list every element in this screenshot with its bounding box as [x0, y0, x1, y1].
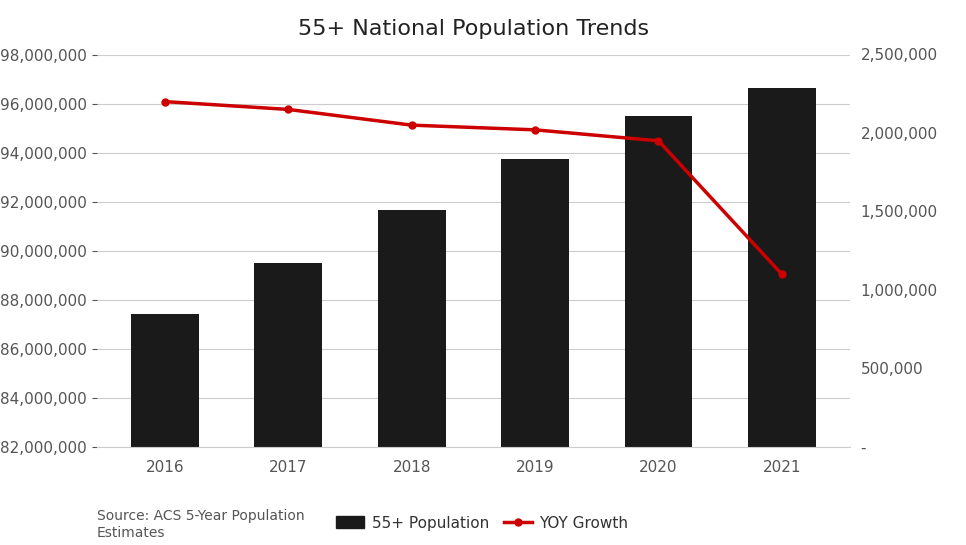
Bar — [748, 88, 816, 545]
Bar — [501, 159, 569, 545]
Text: Source: ACS 5-Year Population
Estimates: Source: ACS 5-Year Population Estimates — [97, 510, 304, 540]
Bar — [254, 263, 322, 545]
Bar — [378, 210, 445, 545]
Bar — [130, 314, 199, 545]
Bar — [625, 116, 693, 545]
Legend: 55+ Population, YOY Growth: 55+ Population, YOY Growth — [330, 510, 635, 537]
Title: 55+ National Population Trends: 55+ National Population Trends — [298, 19, 649, 39]
